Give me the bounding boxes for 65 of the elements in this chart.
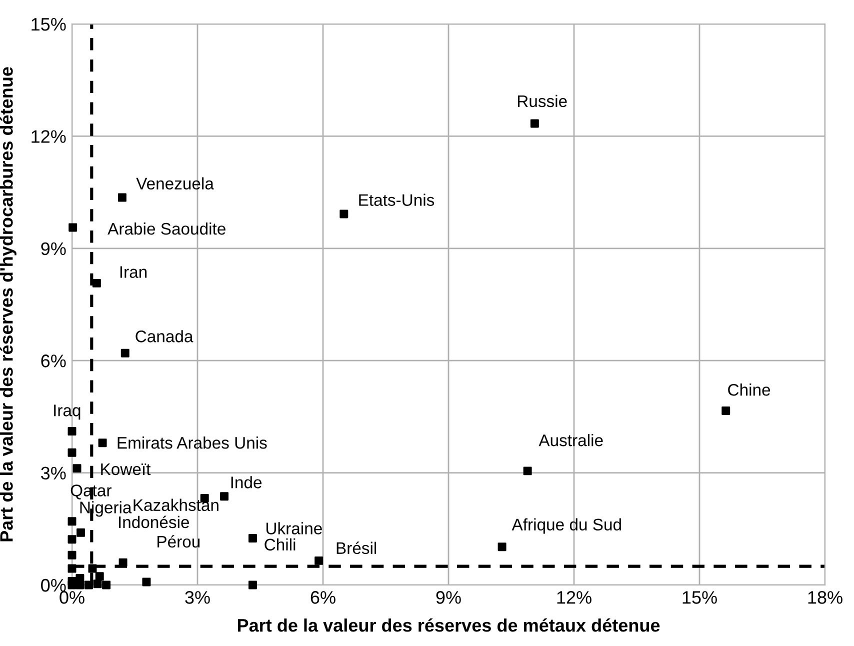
x-tick-label: 3% bbox=[185, 591, 210, 604]
point bbox=[118, 193, 126, 202]
annotation: Iraq bbox=[54, 404, 80, 420]
point bbox=[68, 577, 76, 586]
annotation: Australie bbox=[538, 434, 603, 446]
point bbox=[68, 535, 76, 544]
y-tick-label: 12% bbox=[32, 130, 66, 143]
point bbox=[84, 580, 93, 590]
annotation: Brésil bbox=[336, 542, 376, 554]
point bbox=[314, 556, 324, 565]
point bbox=[248, 580, 257, 590]
point bbox=[68, 427, 76, 436]
y-tick-label: 0% bbox=[41, 578, 66, 592]
annotation: Pérou bbox=[158, 535, 200, 548]
point bbox=[523, 466, 532, 476]
point bbox=[98, 438, 107, 448]
y-tick-label: 6% bbox=[41, 354, 66, 368]
point bbox=[68, 564, 76, 573]
point bbox=[340, 210, 348, 218]
point bbox=[92, 278, 101, 288]
point bbox=[68, 448, 76, 457]
point bbox=[76, 580, 84, 590]
point bbox=[118, 558, 128, 567]
point bbox=[498, 542, 506, 552]
point bbox=[102, 580, 111, 590]
annotation: Arabie Saoudite bbox=[108, 222, 226, 235]
annotation: Chili bbox=[264, 538, 296, 551]
annotation: Russie bbox=[518, 94, 567, 108]
point bbox=[120, 348, 130, 358]
annotation: Emirats Arabes Unis bbox=[118, 436, 267, 449]
x-tick-label: 9% bbox=[436, 591, 461, 604]
point bbox=[248, 534, 257, 542]
x-tick-label: 18% bbox=[808, 591, 842, 604]
point bbox=[722, 406, 730, 415]
annotation: Chine bbox=[728, 384, 770, 396]
point bbox=[220, 492, 229, 501]
x-tick-label: 0% bbox=[60, 591, 84, 604]
point bbox=[76, 528, 86, 537]
annotation: Afrique du Sud bbox=[512, 518, 621, 534]
annotation: Canada bbox=[136, 330, 194, 342]
x-tick-label: 6% bbox=[310, 591, 336, 604]
point bbox=[68, 223, 78, 232]
annotation: Kazakhstan bbox=[134, 498, 218, 512]
annotation: Etats-Unis bbox=[359, 194, 434, 206]
y-tick-label: 9% bbox=[41, 242, 66, 256]
annotation: Iran bbox=[120, 266, 147, 278]
x-tick-label: 12% bbox=[557, 591, 592, 604]
x-axis-title: Part de la valeur des réserves de métaux détenue bbox=[238, 618, 660, 632]
annotation: Indonésie bbox=[119, 516, 190, 528]
point bbox=[88, 564, 97, 573]
annotation: Venezuela bbox=[136, 177, 214, 190]
point bbox=[93, 580, 102, 588]
point bbox=[142, 578, 151, 586]
annotation: Nigeria bbox=[80, 501, 132, 517]
point bbox=[72, 464, 82, 473]
annotation: Koweït bbox=[101, 464, 151, 476]
y-tick-label: 15% bbox=[32, 18, 66, 31]
x-tick-label: 15% bbox=[682, 591, 717, 604]
y-tick-label: 3% bbox=[41, 466, 66, 480]
point bbox=[530, 119, 539, 128]
point bbox=[68, 517, 76, 526]
annotation: Ukraine bbox=[266, 522, 322, 534]
point bbox=[68, 550, 76, 560]
point bbox=[95, 572, 104, 581]
annotation: Inde bbox=[231, 476, 262, 488]
